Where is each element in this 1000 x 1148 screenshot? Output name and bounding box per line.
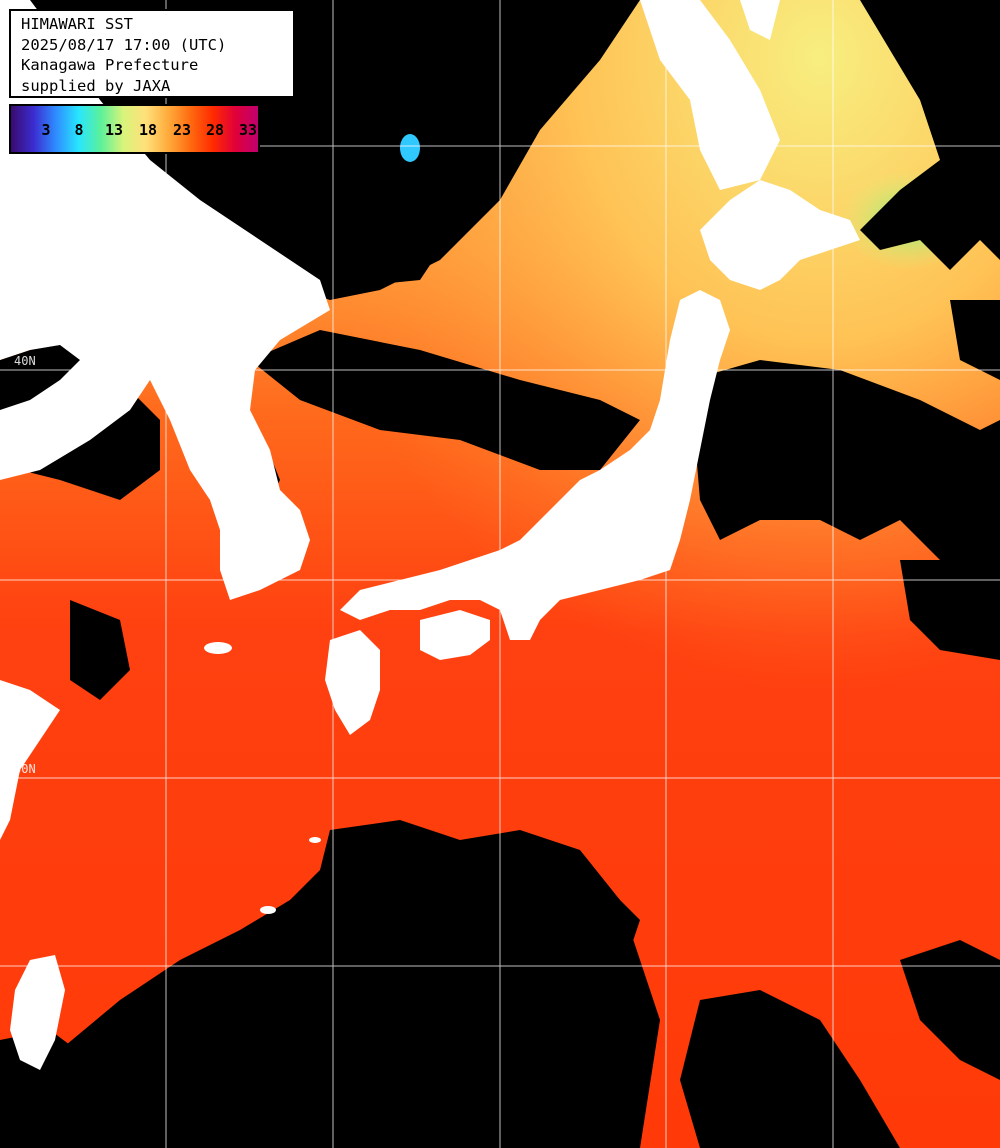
title-box: HIMAWARI SST 2025/08/17 17:00 (UTC) Kana… [9,9,295,98]
cold-spot [400,134,420,162]
product-title: HIMAWARI SST [21,15,133,33]
data-credit: supplied by JAXA [21,76,171,95]
legend-tick: 3 [41,121,51,139]
region-name: Kanagawa Prefecture [21,56,199,74]
observation-time: 2025/08/17 17:00 (UTC) [21,35,227,54]
latitude-label-40n: 40N [14,354,36,368]
legend-tick: 33 [238,121,258,139]
temperature-color-scale: 3 8 13 18 23 28 33 [9,104,260,154]
latitude-label-30n: 30N [14,762,36,776]
legend-tick: 8 [74,121,84,139]
legend-tick: 23 [172,121,192,139]
legend-tick: 28 [205,121,225,139]
legend-tick: 13 [104,121,124,139]
legend-tick: 18 [138,121,158,139]
